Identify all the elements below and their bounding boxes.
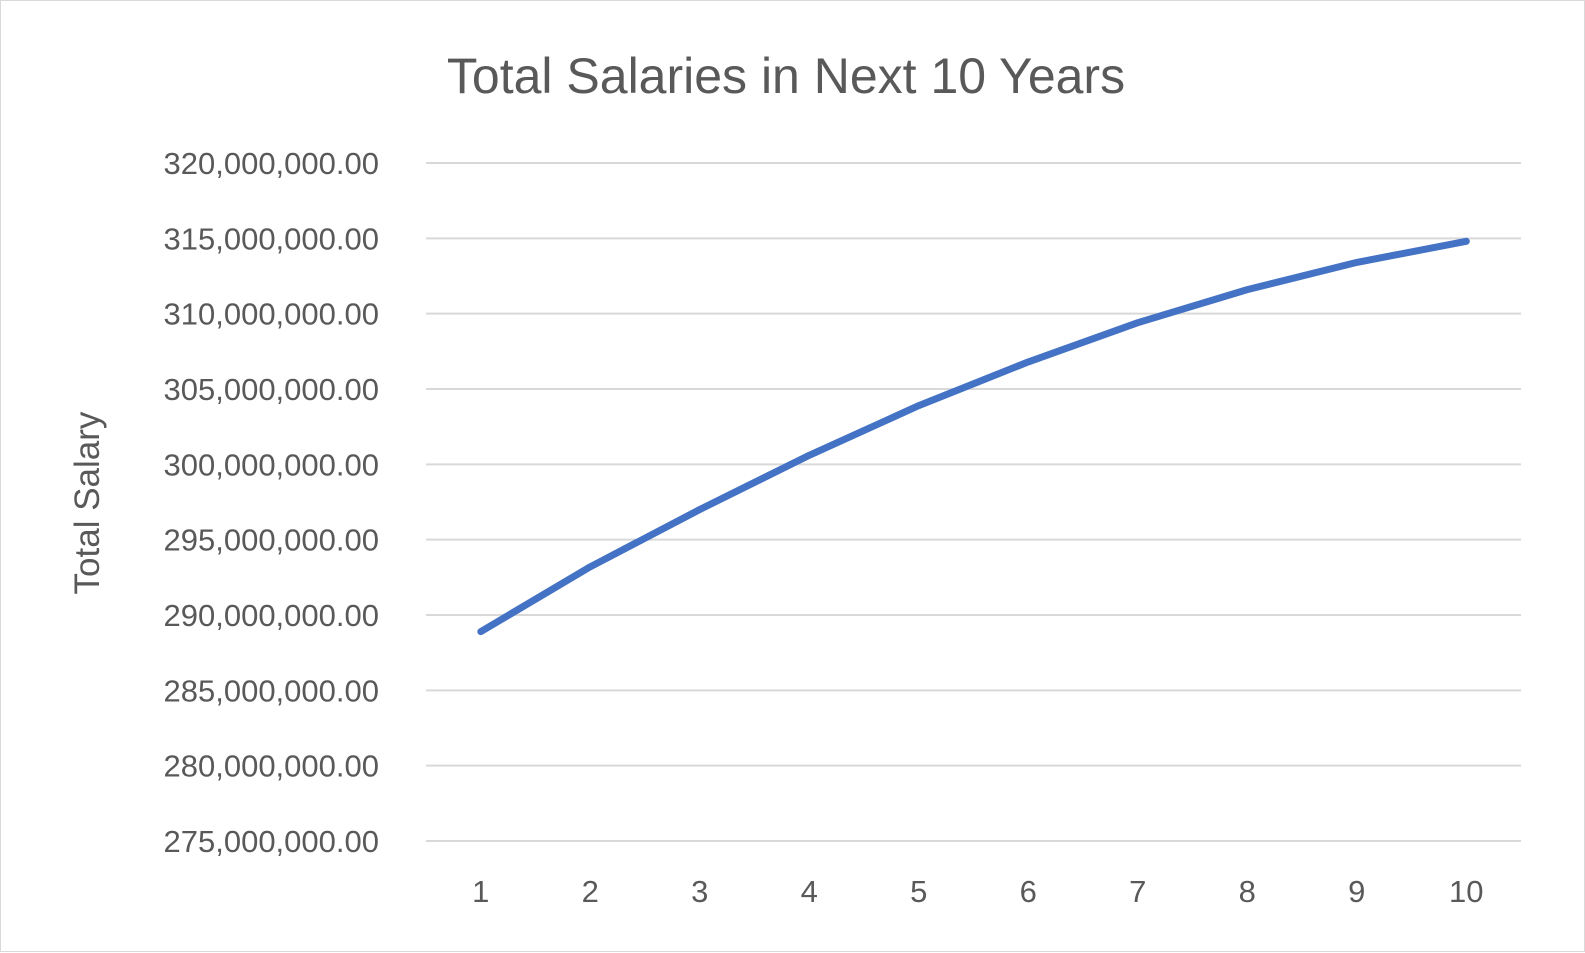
x-tick-label: 4 bbox=[801, 874, 818, 909]
x-tick-label: 10 bbox=[1449, 874, 1483, 909]
x-tick-label: 9 bbox=[1348, 874, 1365, 909]
y-axis-ticks: 275,000,000.00 280,000,000.00 285,000,000.… bbox=[164, 146, 380, 859]
x-tick-label: 1 bbox=[472, 874, 489, 909]
x-tick-label: 2 bbox=[582, 874, 599, 909]
y-tick-label: 275,000,000.00 bbox=[164, 824, 380, 859]
y-tick-label: 285,000,000.00 bbox=[164, 673, 380, 708]
gridlines bbox=[426, 162, 1521, 842]
x-axis-ticks: 1 2 3 4 5 6 7 8 9 10 bbox=[472, 874, 1483, 909]
y-axis-title: Total Salary bbox=[68, 411, 107, 594]
x-tick-label: 6 bbox=[1020, 874, 1037, 909]
x-tick-label: 5 bbox=[910, 874, 927, 909]
y-tick-label: 295,000,000.00 bbox=[164, 523, 380, 558]
x-tick-label: 7 bbox=[1129, 874, 1146, 909]
series bbox=[477, 237, 1470, 636]
x-tick-label: 8 bbox=[1239, 874, 1256, 909]
y-tick-label: 315,000,000.00 bbox=[164, 221, 380, 256]
y-tick-label: 300,000,000.00 bbox=[164, 447, 380, 482]
series-line bbox=[477, 237, 1470, 636]
y-tick-label: 310,000,000.00 bbox=[164, 297, 380, 332]
y-tick-label: 280,000,000.00 bbox=[164, 749, 380, 784]
y-tick-label: 305,000,000.00 bbox=[164, 372, 380, 407]
chart-title: Total Salaries in Next 10 Years bbox=[447, 48, 1125, 104]
y-tick-label: 290,000,000.00 bbox=[164, 598, 380, 633]
y-tick-label: 320,000,000.00 bbox=[164, 146, 380, 181]
x-tick-label: 3 bbox=[691, 874, 708, 909]
